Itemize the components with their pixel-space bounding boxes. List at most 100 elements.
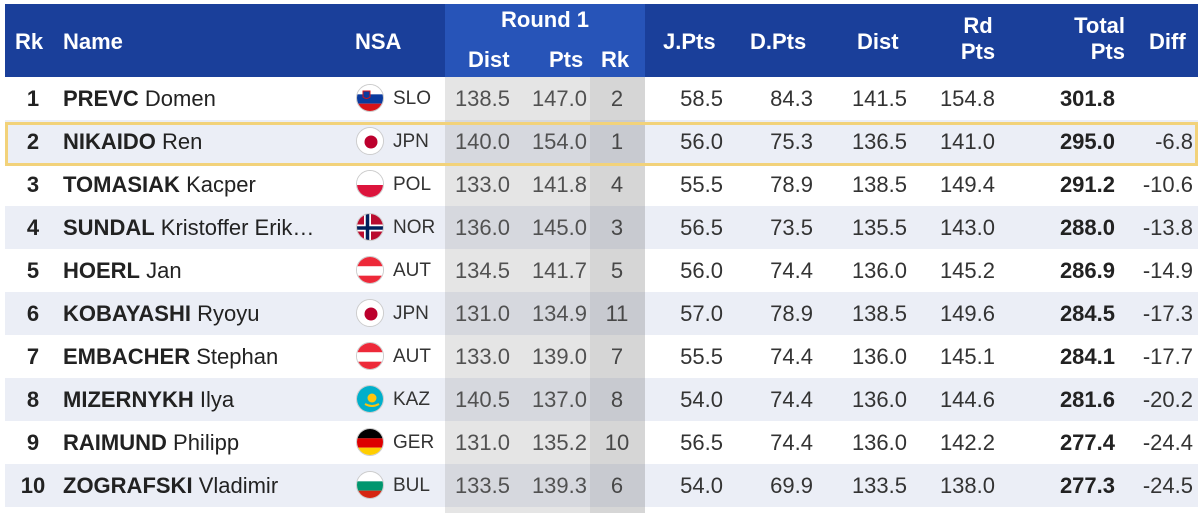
total-points: 277.3	[1059, 473, 1115, 498]
judge-points: 56.0	[680, 129, 723, 154]
difference: -17.3	[1142, 301, 1193, 326]
athlete-first-name: Domen	[144, 86, 216, 111]
header-name[interactable]: Name	[63, 29, 123, 54]
athlete-name[interactable]: SUNDAL Kristoffer Erik…	[63, 206, 355, 249]
distance-points: 74.4	[770, 430, 813, 455]
table-row[interactable]: 6 KOBAYASHI Ryoyu JPN 131.0 134.9 11 57.0 78.9 1…	[5, 292, 1198, 335]
athlete-first-name: Ren	[162, 129, 203, 154]
header-r1-pts[interactable]: Pts	[549, 47, 584, 72]
nsa-code: NOR	[393, 217, 436, 238]
athlete-last-name: EMBACHER	[63, 344, 191, 369]
table-row[interactable]: 3 TOMASIAK Kacper POL 133.0 141.8 4 55.5 78.9 13…	[5, 163, 1198, 206]
round-points: 142.2	[939, 430, 995, 455]
athlete-last-name: NIKAIDO	[63, 129, 156, 154]
athlete-last-name: KOBAYASHI	[63, 301, 191, 326]
total-points: 301.8	[1059, 86, 1115, 111]
nsa-code: JPN	[393, 303, 429, 324]
header-r1-dist[interactable]: Dist	[468, 47, 510, 72]
table-row[interactable]: 9 RAIMUND Philipp GER 131.0 135.2 10 56.5 74.4 1…	[5, 421, 1198, 464]
total-points: 284.5	[1059, 301, 1115, 326]
round1-pts: 137.0	[531, 387, 587, 412]
athlete-name[interactable]: ZOGRAFSKI Vladimir	[63, 464, 355, 507]
round1-dist: 133.0	[454, 344, 510, 369]
header-r1-rk[interactable]: Rk	[601, 47, 630, 72]
nsa-code: JPN	[393, 131, 429, 152]
athlete-name[interactable]: MIZERNYKH Ilya	[63, 378, 355, 421]
athlete-last-name: MIZERNYKH	[63, 387, 194, 412]
judge-points: 58.5	[680, 86, 723, 111]
table-row[interactable]: 7 EMBACHER Stephan AUT 133.0 139.0 7 55.5 74.4 1…	[5, 335, 1198, 378]
round-points: 144.6	[939, 387, 995, 412]
distance-points: 74.4	[770, 387, 813, 412]
total-points: 281.6	[1059, 387, 1115, 412]
austria-flag-icon	[356, 342, 384, 370]
athlete-first-name: Ilya	[199, 387, 235, 412]
round-points: 141.0	[939, 129, 995, 154]
header-diff[interactable]: Diff	[1149, 29, 1186, 54]
rank: 1	[26, 86, 40, 111]
header-dist[interactable]: Dist	[857, 29, 899, 54]
distance: 136.5	[851, 129, 907, 154]
table-row[interactable]: 2 NIKAIDO Ren JPN 140.0 154.0 1 56.0 75.3 136.5 1…	[5, 120, 1198, 163]
slovenia-flag-icon	[356, 84, 384, 112]
judge-points: 56.5	[680, 430, 723, 455]
round1-dist: 133.0	[454, 172, 510, 197]
round1-dist: 133.5	[454, 473, 510, 498]
table-header: Rk Name NSA Round 1 Dist Pts Rk J.Pts D.…	[5, 4, 1198, 77]
athlete-name[interactable]: HOERL Jan	[63, 249, 355, 292]
distance-points: 78.9	[770, 172, 813, 197]
distance: 136.0	[851, 430, 907, 455]
difference: -17.7	[1142, 344, 1193, 369]
distance-points: 75.3	[770, 129, 813, 154]
rank: 10	[20, 473, 46, 498]
difference: -20.2	[1142, 387, 1193, 412]
table-row[interactable]: 1 PREVC Domen SLO 138.5 147.0 2 58.5 84.3 141.5 1…	[5, 77, 1198, 120]
distance-points: 78.9	[770, 301, 813, 326]
table-row[interactable]: 8 MIZERNYKH Ilya KAZ 140.5 137.0 8 54.0 74.4 136…	[5, 378, 1198, 421]
header-rk[interactable]: Rk	[15, 29, 44, 54]
difference: -14.9	[1142, 258, 1193, 283]
round1-rank: 6	[610, 473, 624, 498]
header-total-line2: Pts	[1090, 39, 1125, 64]
round1-rank: 1	[610, 129, 624, 154]
nsa-code: GER	[393, 432, 435, 453]
header-total-pts[interactable]: Total Pts	[1045, 13, 1125, 65]
athlete-name[interactable]: KOBAYASHI Ryoyu	[63, 292, 355, 335]
poland-flag-icon	[356, 170, 384, 198]
athlete-name[interactable]: NIKAIDO Ren	[63, 120, 355, 163]
judge-points: 56.0	[680, 258, 723, 283]
round1-dist: 140.5	[454, 387, 510, 412]
header-rd-pts[interactable]: Rd Pts	[933, 13, 1023, 65]
round1-dist: 134.5	[454, 258, 510, 283]
round1-rank: 7	[610, 344, 624, 369]
table-row[interactable]: 4 SUNDAL Kristoffer Erik… NOR 136.0 145.0 3 56…	[5, 206, 1198, 249]
total-points: 288.0	[1059, 215, 1115, 240]
athlete-name[interactable]: EMBACHER Stephan	[63, 335, 355, 378]
round-points: 149.4	[939, 172, 995, 197]
distance: 138.5	[851, 172, 907, 197]
athlete-name[interactable]: TOMASIAK Kacper	[63, 163, 355, 206]
rank: 3	[26, 172, 40, 197]
round1-pts: 139.0	[531, 344, 587, 369]
header-nsa[interactable]: NSA	[355, 29, 402, 54]
table-row[interactable]: 5 HOERL Jan AUT 134.5 141.7 5 56.0 74.4 136.0 145…	[5, 249, 1198, 292]
round1-pts: 154.0	[531, 129, 587, 154]
japan-flag-icon	[356, 299, 384, 327]
round-points: 145.1	[939, 344, 995, 369]
distance: 136.0	[851, 344, 907, 369]
header-total-line1: Total	[1074, 13, 1125, 38]
athlete-last-name: TOMASIAK	[63, 172, 180, 197]
athlete-name[interactable]: RAIMUND Philipp	[63, 421, 355, 464]
nsa-code: KAZ	[393, 389, 430, 410]
round1-rank: 2	[610, 86, 624, 111]
germany-flag-icon	[356, 428, 384, 456]
header-jpts[interactable]: J.Pts	[663, 29, 716, 54]
athlete-name[interactable]: PREVC Domen	[63, 77, 355, 120]
athlete-first-name: Ryoyu	[197, 301, 260, 326]
header-dpts[interactable]: D.Pts	[750, 29, 807, 54]
round1-header-band	[445, 4, 645, 77]
table-row[interactable]: 10 ZOGRAFSKI Vladimir BUL 133.5 139.3 6 54.0 69…	[5, 464, 1198, 507]
nsa-code: POL	[393, 174, 432, 195]
total-points: 291.2	[1059, 172, 1115, 197]
